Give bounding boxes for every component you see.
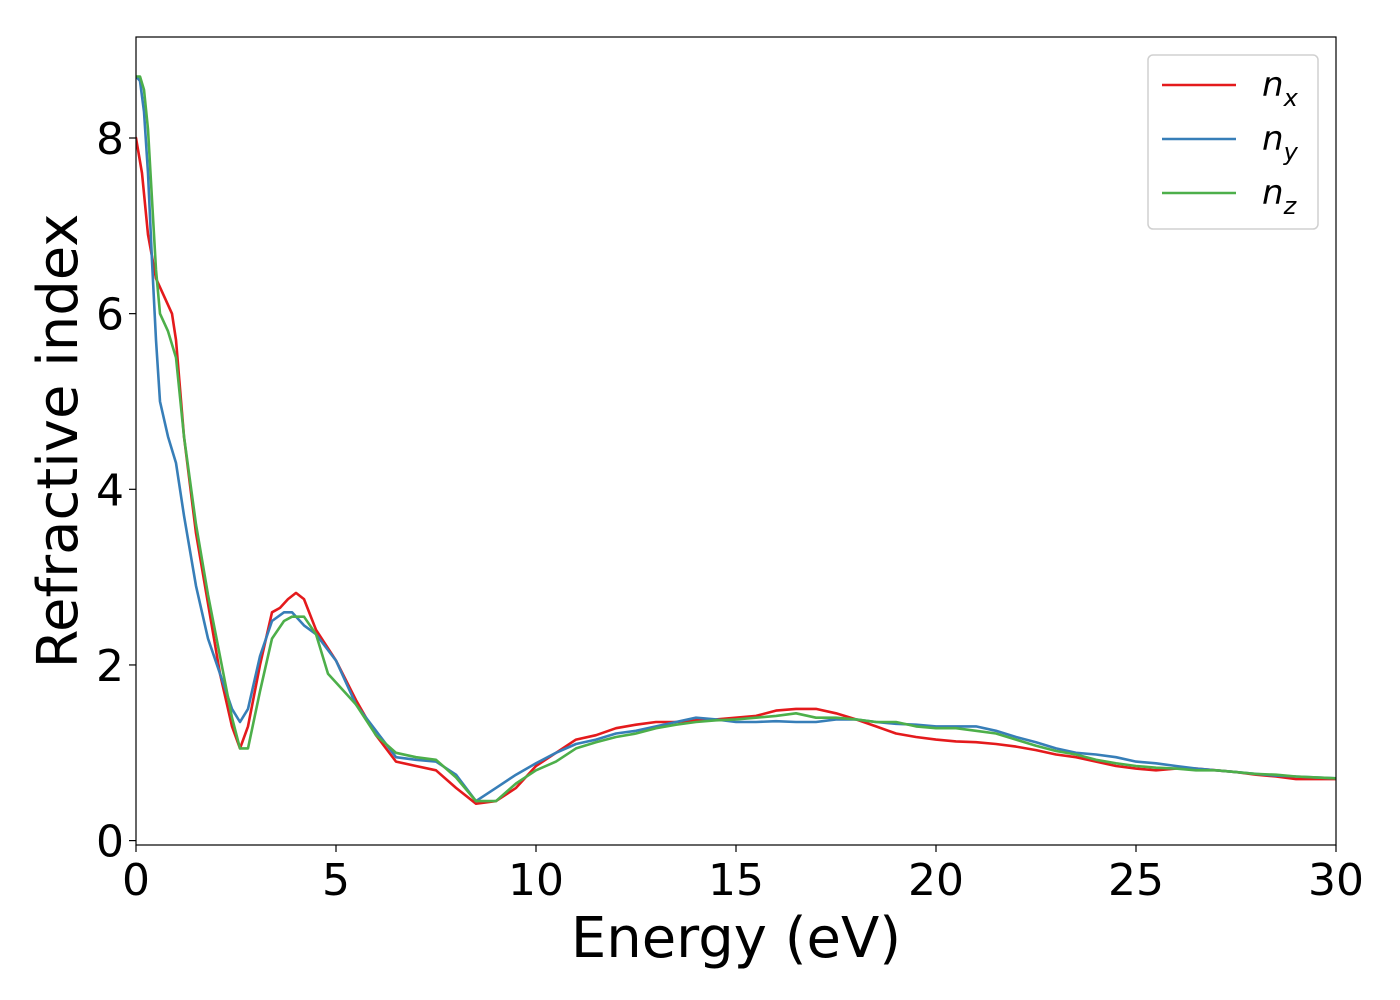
series-line-z xyxy=(136,75,1336,803)
x-tick-label: 15 xyxy=(708,855,764,906)
x-tick-label: 5 xyxy=(322,855,350,906)
legend-label-y: ny xyxy=(1262,119,1299,166)
y-tick-label: 0 xyxy=(96,817,124,868)
x-axis: 0 5 10 15 20 25 30 xyxy=(122,845,1364,906)
y-tick-label: 6 xyxy=(96,290,124,341)
y-tick-label: 2 xyxy=(96,641,124,692)
y-axis-label: Refractive index xyxy=(26,214,91,669)
series-line-y xyxy=(136,75,1336,803)
y-tick-label: 4 xyxy=(96,465,124,516)
y-tick-label: 8 xyxy=(96,114,124,165)
x-tick-label: 30 xyxy=(1308,855,1364,906)
x-tick-label: 10 xyxy=(508,855,564,906)
y-axis: 0 2 4 6 8 xyxy=(96,114,136,868)
legend-box xyxy=(1147,54,1319,230)
x-tick-label: 25 xyxy=(1108,855,1164,906)
x-tick-label: 0 xyxy=(122,855,150,906)
legend-label-x: nx xyxy=(1262,65,1299,112)
x-axis-label: Energy (eV) xyxy=(571,906,901,971)
x-tick-label: 20 xyxy=(908,855,964,906)
